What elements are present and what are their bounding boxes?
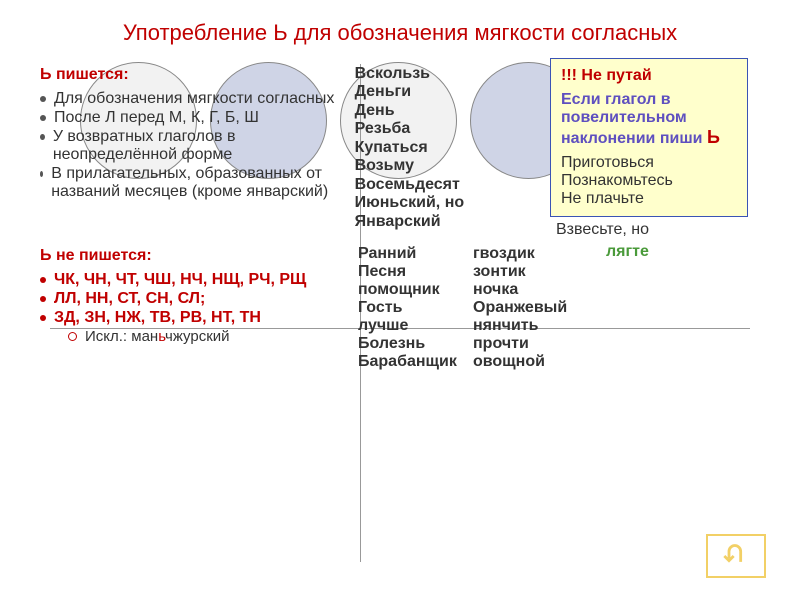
bullet-icon (40, 96, 46, 102)
rule-text: ЗД, ЗН, НЖ, ТВ, РВ, НТ, ТН (54, 309, 261, 327)
example-word: День (355, 102, 523, 120)
example-word: Вскользь (355, 65, 523, 83)
example-word: Оранжевый (473, 299, 583, 317)
note-below1: Взвесьте, но (550, 221, 748, 239)
example-word: лучше (358, 317, 473, 335)
col-mid-bot: РаннийПесняпомощникГостьлучшеБолезньБара… (350, 245, 618, 371)
note-box: !!! Не путай Если глагол в повелительном… (550, 58, 748, 217)
bullet-icon (40, 277, 46, 283)
slide: Употребление Ь для обозначения мягкости … (0, 0, 800, 600)
rule-text: У возвратных глаголов в неопределённой ф… (53, 128, 347, 164)
rule-item-red: ЛЛ, НН, СТ, СН, СЛ; (40, 290, 350, 308)
exc-soft: ь (158, 328, 165, 345)
example-word: Январский (355, 213, 523, 231)
u-turn-icon (722, 542, 750, 570)
example-word: Деньги (355, 83, 523, 101)
example-word: Купаться (355, 139, 523, 157)
rule-item-red: ЧК, ЧН, ЧТ, ЧШ, НЧ, НЩ, РЧ, РЩ (40, 271, 350, 289)
example-word: Песня (358, 263, 473, 281)
example-word: Болезнь (358, 335, 473, 353)
example-word: Ранний (358, 245, 473, 263)
example-word: Возьму (355, 157, 523, 175)
bullet-icon (40, 315, 46, 321)
example-word: Барабанщик (358, 353, 473, 371)
col-left-top: Ь пишется: Для обозначения мягкости согл… (40, 64, 347, 231)
exc-post: чжурский (165, 328, 230, 345)
example-word: зонтик (473, 263, 583, 281)
example-word: овощной (473, 353, 583, 371)
rule-item: После Л перед М, К, Г, Б, Ш (40, 109, 347, 127)
note-warn: !!! Не путай (561, 67, 737, 85)
bottom-row: Ь не пишется: ЧК, ЧН, ЧТ, ЧШ, НЧ, НЩ, РЧ… (40, 245, 760, 371)
example-word: помощник (358, 281, 473, 299)
rule-item-red: ЗД, ЗН, НЖ, ТВ, РВ, НТ, ТН (40, 309, 350, 327)
exception-line: Искл.: маньчжурский (68, 328, 350, 345)
note-purp: Если глагол в повелительном наклонении п… (561, 91, 707, 147)
col-left-bot: Ь не пишется: ЧК, ЧН, ЧТ, ЧШ, НЧ, НЩ, РЧ… (40, 245, 350, 371)
header-writes: Ь пишется: (40, 66, 347, 84)
example-word: прочти (473, 335, 583, 353)
note-soft: Ь (707, 127, 720, 147)
note-w3: Не плачьте (561, 190, 737, 208)
note-w1: Приготовься (561, 154, 737, 172)
note-w2: Познакомьтесь (561, 172, 737, 190)
ring-icon (68, 332, 77, 341)
note-below2: лягте (606, 243, 649, 260)
rule-item: У возвратных глаголов в неопределённой ф… (40, 128, 347, 164)
rule-text: После Л перед М, К, Г, Б, Ш (54, 109, 259, 127)
exc-pre: Искл.: ман (85, 328, 158, 345)
rule-text: В прилагательных, образованных от назван… (51, 165, 346, 201)
bullet-icon (40, 134, 45, 140)
example-word: ночка (473, 281, 583, 299)
note-wrap: !!! Не путай Если глагол в повелительном… (550, 58, 748, 261)
bullet-icon (40, 115, 46, 121)
example-word: Резьба (355, 120, 523, 138)
header-not-writes: Ь не пишется: (40, 247, 350, 265)
rule-text: Для обозначения мягкости согласных (54, 90, 334, 108)
bullet-icon (40, 296, 46, 302)
rule-text: ЛЛ, НН, СТ, СН, СЛ; (54, 290, 205, 308)
rule-item: В прилагательных, образованных от назван… (40, 165, 347, 201)
rule-item: Для обозначения мягкости согласных (40, 90, 347, 108)
rule-text: ЧК, ЧН, ЧТ, ЧШ, НЧ, НЩ, РЧ, РЩ (54, 271, 306, 289)
bullet-icon (40, 171, 43, 177)
example-word: Гость (358, 299, 473, 317)
slide-title: Употребление Ь для обозначения мягкости … (40, 20, 760, 46)
nav-button[interactable] (706, 534, 766, 578)
example-word: Июньский, но (355, 194, 523, 212)
col-mid-top: ВскользьДеньгиДеньРезьбаКупатьсяВозьмуВо… (347, 64, 523, 231)
example-word: нянчить (473, 317, 583, 335)
example-word: Восемьдесят (355, 176, 523, 194)
